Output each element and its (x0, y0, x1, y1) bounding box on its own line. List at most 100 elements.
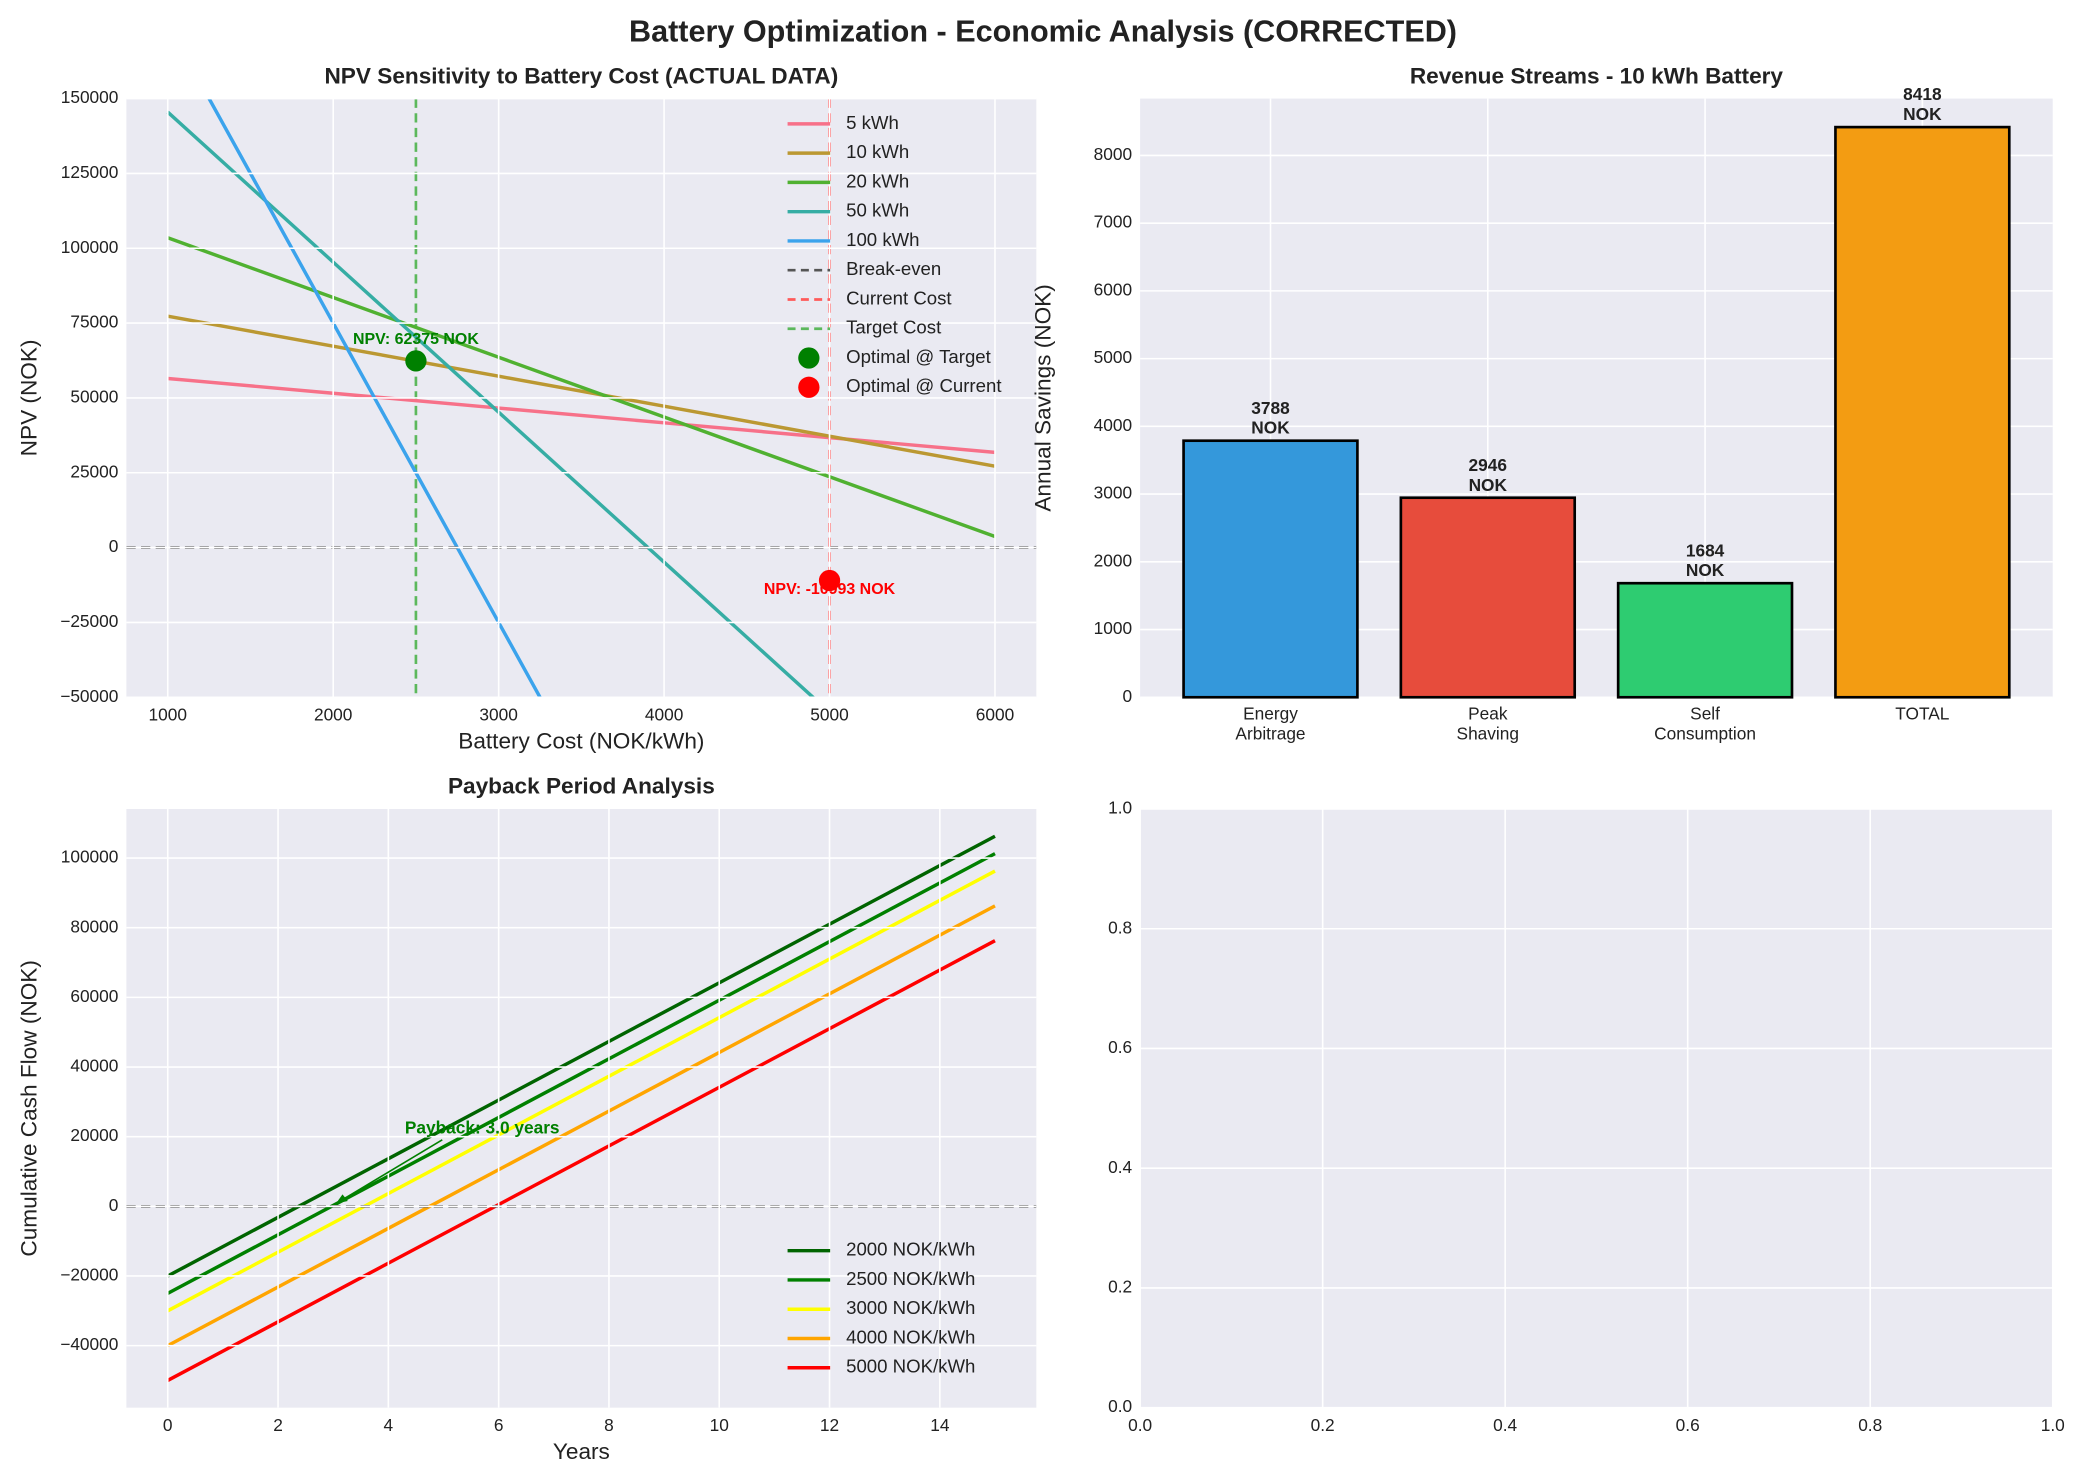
x-tick-label: 4000 (645, 704, 683, 724)
y-tick-label: 100000 (61, 237, 119, 257)
y-tick-label: 1000 (1094, 618, 1132, 638)
x-tick-label: Energy Arbitrage (1235, 703, 1305, 743)
legend-label: 4000 NOK/kWh (846, 1326, 975, 1347)
bar (1182, 439, 1359, 699)
y-tick-label: 25000 (70, 461, 118, 481)
y-tick-label: 7000 (1094, 212, 1132, 232)
y-tick-label: 0 (109, 536, 119, 556)
y-tick-label: −25000 (60, 611, 118, 631)
legend-label: 20 kWh (846, 170, 909, 191)
legend-label: 100 kWh (846, 229, 919, 250)
y-tick-label: 0 (109, 1195, 119, 1215)
y-tick-label: 0.6 (1108, 1037, 1132, 1057)
x-tick-label: 0.2 (1311, 1415, 1335, 1435)
annotation: Payback: 3.0 years (405, 1118, 560, 1138)
x-tick-label: 2000 (314, 704, 352, 724)
legend-marker (798, 347, 820, 369)
legend-label: 5 kWh (846, 112, 899, 133)
x-axis-label: Battery Cost (NOK/kWh) (458, 728, 704, 753)
x-tick-label: 0.8 (1858, 1415, 1882, 1435)
series-line (166, 869, 996, 1313)
y-tick-label: 5000 (1094, 347, 1132, 367)
x-tick-label: 8 (604, 1415, 614, 1435)
x-tick-label: 4 (384, 1415, 394, 1435)
x-tick-label: Peak Shaving (1457, 703, 1519, 743)
x-tick-label: 6000 (976, 704, 1014, 724)
legend-label: Current Cost (846, 287, 952, 308)
x-axis-label: Years (553, 1439, 610, 1464)
y-tick-label: 0.0 (1108, 1396, 1132, 1416)
x-tick-label: 10 (710, 1415, 729, 1435)
y-tick-label: 1.0 (1108, 798, 1132, 818)
x-tick-label: 6 (494, 1415, 504, 1435)
y-tick-label: 4000 (1094, 415, 1132, 435)
bar (1616, 581, 1794, 699)
bar (1399, 496, 1577, 699)
axes-title: Payback Period Analysis (448, 774, 715, 799)
legend-label: 10 kWh (846, 141, 909, 162)
bar (1834, 125, 2011, 699)
series-line (166, 939, 996, 1382)
y-tick-label: 6000 (1094, 279, 1132, 299)
axes-title: Revenue Streams - 10 kWh Battery (1410, 63, 1784, 88)
y-tick-label: −40000 (60, 1334, 118, 1354)
point-label: NPV: 62375 NOK (353, 331, 479, 348)
x-tick-label: 12 (820, 1415, 839, 1435)
x-tick-label: 14 (930, 1415, 950, 1435)
series-line (166, 110, 816, 698)
x-tick-label: 5000 (810, 704, 848, 724)
y-tick-label: 2000 (1094, 550, 1132, 570)
legend-label: 2500 NOK/kWh (846, 1268, 975, 1289)
marker (818, 569, 841, 592)
series-line (167, 314, 996, 468)
y-tick-label: 125000 (61, 162, 119, 182)
y-tick-label: 60000 (70, 986, 118, 1006)
x-tick-label: 1000 (149, 704, 187, 724)
y-tick-label: −50000 (60, 686, 118, 706)
value-label: 2946 NOK (1469, 454, 1508, 494)
legend-label: 2000 NOK/kWh (846, 1239, 975, 1260)
series-line (207, 98, 542, 698)
y-tick-label: 0.4 (1108, 1157, 1132, 1177)
legend-label: Optimal @ Current (846, 375, 1002, 396)
legend-label: Optimal @ Target (846, 346, 992, 367)
y-tick-label: 0.8 (1108, 917, 1132, 937)
series-line (166, 904, 996, 1348)
y-tick-label: 0.2 (1108, 1277, 1132, 1297)
legend-label: 3000 NOK/kWh (846, 1297, 975, 1318)
figure-title: Battery Optimization - Economic Analysis… (629, 14, 1457, 48)
x-tick-label: 1.0 (2041, 1415, 2065, 1435)
series-line (166, 834, 996, 1278)
legend-label: Target Cost (846, 317, 942, 338)
y-axis-label: Cumulative Cash Flow (NOK) (17, 960, 42, 1257)
annotation-arrow (335, 1139, 443, 1205)
y-tick-label: 100000 (61, 847, 119, 867)
axes-title: NPV Sensitivity to Battery Cost (ACTUAL … (324, 63, 838, 88)
value-label: 8418 NOK (1903, 84, 1942, 124)
x-tick-label: 0 (163, 1415, 173, 1435)
x-tick-label: Self Consumption (1654, 703, 1756, 743)
y-tick-label: 75000 (70, 312, 118, 332)
y-tick-label: 50000 (70, 386, 118, 406)
plot-background (1140, 809, 2053, 1408)
y-tick-label: 0 (1123, 686, 1133, 706)
y-axis-label: Annual Savings (NOK) (1030, 284, 1055, 511)
y-tick-label: 80000 (70, 916, 118, 936)
value-label: 1684 NOK (1686, 540, 1725, 580)
x-tick-label: TOTAL (1895, 703, 1949, 723)
y-axis-label: NPV (NOK) (17, 340, 42, 457)
series-line (167, 236, 996, 539)
y-tick-label: −20000 (60, 1265, 118, 1285)
x-tick-label: 0.0 (1128, 1415, 1152, 1435)
x-tick-label: 2 (273, 1415, 283, 1435)
legend-label: 50 kWh (846, 200, 909, 221)
annotation-arrowhead (335, 1194, 348, 1204)
y-tick-label: 20000 (70, 1125, 118, 1145)
point-label: NPV: -10993 NOK (764, 581, 896, 598)
legend-marker (798, 376, 820, 398)
legend-label: Break-even (846, 258, 941, 279)
x-tick-label: 0.4 (1493, 1415, 1517, 1435)
legend-label: 5000 NOK/kWh (846, 1356, 975, 1377)
y-tick-label: 8000 (1094, 144, 1132, 164)
